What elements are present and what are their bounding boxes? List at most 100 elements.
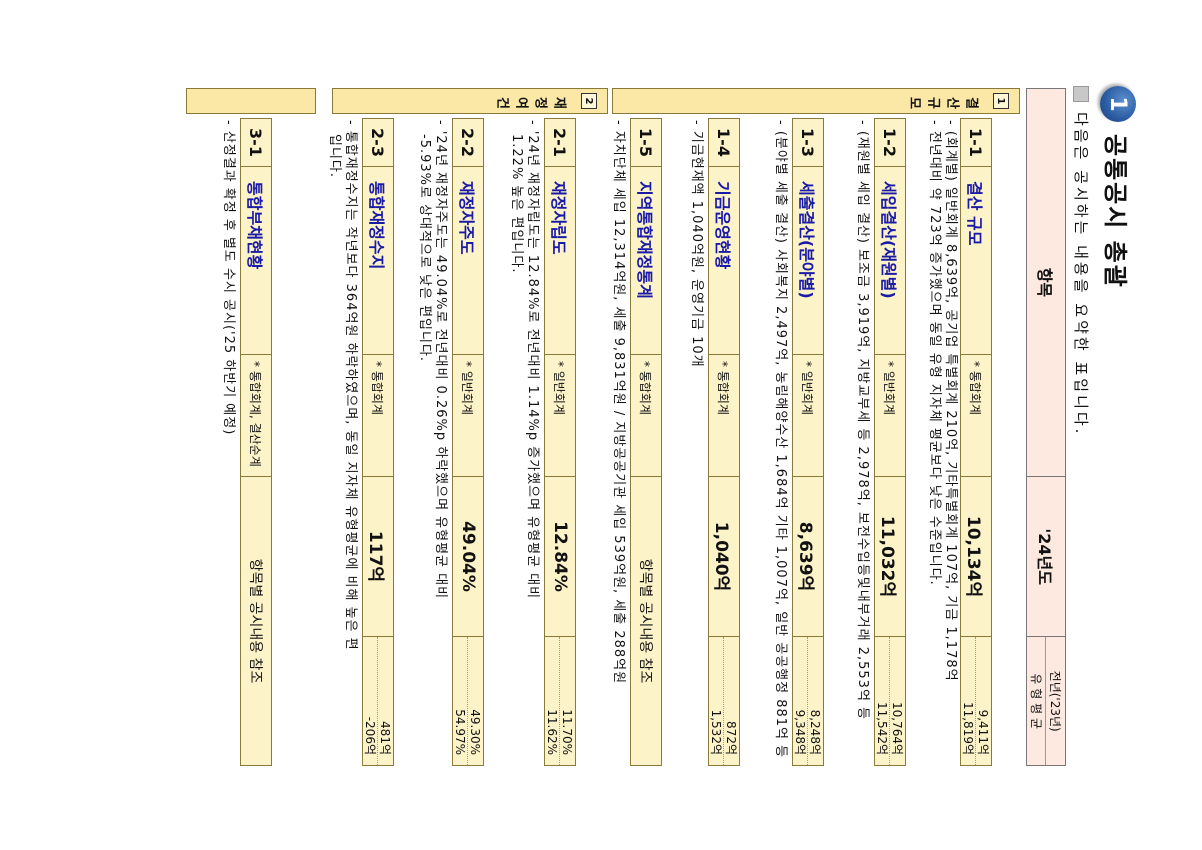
description-line: - '24년 재정자립도는 12.84%로 전년대비 1.14%p 증가했으며 … (525, 120, 540, 600)
row-number: 1-5 (631, 119, 661, 167)
row-description: - '24년 재정자주도는 49.04%로 전년대비 0.26%p 하락했으며 … (416, 120, 448, 760)
description-line: - (분야별 세출 결산) 사회복지 2,497억, 농림해양수산 1,684억… (773, 120, 788, 759)
row-current-value: 11,032억 (875, 477, 905, 637)
row-span-value: 항목별 공시내용 참조 (637, 558, 653, 684)
row-note: * 일반회계 (793, 355, 823, 477)
header-prev-year: 전년('23년) (1045, 637, 1065, 766)
row-description: - 기금현재액 1,040억원, 운영기금 10개 (688, 120, 704, 760)
table-row: 1-1 결산 규모 * 통합회계 10,134억 9,411억 11,819억 (960, 118, 992, 766)
row-description: - 산정결과 확정 후 별도 수시 공시('25 하반기 예정) (220, 120, 236, 760)
category-bar-debt (186, 88, 316, 114)
row-span-value: 항목별 공시내용 참조 (247, 558, 263, 684)
intro-line: 다음은 공시하는 내용을 요약한 표입니다. (1071, 86, 1092, 436)
row-number: 1-3 (793, 119, 823, 167)
description-line: - 산정결과 확정 후 별도 수시 공시('25 하반기 예정) (221, 120, 236, 436)
row-description: - (재원별 세입 결산) 보조금 3,919억, 지방교부세 등 2,978억… (854, 120, 870, 760)
row-avg-value: 11.62% (545, 709, 560, 755)
description-line: - 전년대비 약 723억 증가했으며 동일 유형 지자체 평균보다 낮은 수준… (927, 120, 942, 586)
row-prev-value: 872억 (723, 637, 739, 765)
row-prev-value: 10,764억 (889, 637, 905, 765)
row-avg-value: -206억 (363, 716, 378, 755)
row-prev-value: 49.30% (467, 637, 483, 765)
row-prev-value: 11.70% (559, 637, 575, 765)
category-number-box: 2 (581, 93, 597, 109)
row-title: 재정자주도 (453, 167, 483, 355)
row-previous: 481억 -206억 (363, 637, 393, 765)
category-number-box: 1 (993, 93, 1009, 109)
category-bar-settlement: 1 결산규모 (612, 88, 1020, 114)
row-description: - 통합재정수지는 작년보다 364억원 하락하였으며, 동일 지자체 유형평균… (326, 120, 358, 760)
row-number: 2-2 (453, 119, 483, 167)
row-description: - (분야별 세출 결산) 사회복지 2,497억, 농림해양수산 1,684억… (772, 120, 788, 760)
header-item: 항목 (1027, 89, 1065, 477)
table-row: 2-2 재정자주도 * 일반회계 49.04% 49.30% 54.97% (452, 118, 484, 766)
table-row: 1-2 세입결산(재원별) * 일반회계 11,032억 10,764억 11,… (874, 118, 906, 766)
row-description: - 자치단체 세입 12,314억원, 세출 9,831억원 / 지방공공기관 … (610, 120, 626, 760)
row-note: * 통합회계 (363, 355, 393, 477)
section-heading: 1 공통공시 총괄 (1100, 86, 1136, 289)
row-title: 재정자립도 (545, 167, 575, 355)
header-previous: 전년('23년) 유 형 평 균 (1027, 637, 1065, 766)
row-title: 결산 규모 (961, 167, 991, 355)
row-title: 지역통합재정통계 (631, 167, 661, 355)
bullet-square-icon (1073, 86, 1090, 102)
description-line: - 자치단체 세입 12,314억원, 세출 9,831억원 / 지방공공기관 … (611, 120, 626, 685)
section-title: 공통공시 총괄 (1101, 134, 1130, 289)
row-note: * 통합회계 (961, 355, 991, 477)
table-row: 1-5 지역통합재정통계 * 통합회계 항목별 공시내용 참조 (630, 118, 662, 766)
header-current-year: '24년도 (1027, 476, 1065, 638)
description-line: - 기금현재액 1,040억원, 운영기금 10개 (689, 120, 704, 368)
row-avg-value: 11,542억 (875, 701, 890, 755)
row-title: 세입결산(재원별) (875, 167, 905, 355)
row-prev-value: 481억 (377, 637, 393, 765)
row-number: 2-1 (545, 119, 575, 167)
intro-text: 다음은 공시하는 내용을 요약한 표입니다. (1072, 112, 1090, 437)
description-line: - '24년 재정자주도는 49.04%로 전년대비 0.26%p 하락했으며 … (433, 120, 448, 600)
row-previous: 872억 1,532억 (709, 637, 739, 765)
category-label: 재정여건 (491, 93, 567, 109)
row-previous: 9,411억 11,819억 (961, 637, 991, 765)
row-number: 1-4 (709, 119, 739, 167)
row-description: - (회계별) 일반회계 8,639억, 공기업 특별회계 210억, 기타특별… (926, 120, 958, 760)
row-note: * 통합회계, 결산순계 (241, 355, 271, 477)
row-note: * 일반회계 (545, 355, 575, 477)
row-title: 기금운영현황 (709, 167, 739, 355)
row-title: 세출결산(분야별) (793, 167, 823, 355)
description-line: 입니다. (327, 134, 342, 179)
table-row: 2-3 통합재정수지 * 통합회계 117억 481억 -206억 (362, 118, 394, 766)
row-number: 2-3 (363, 119, 393, 167)
row-current-value: 117억 (363, 477, 393, 637)
table-header: 항목 '24년도 전년('23년) 유 형 평 균 (1026, 88, 1066, 766)
row-description: - '24년 재정자립도는 12.84%로 전년대비 1.14%p 증가했으며 … (508, 120, 540, 760)
row-current-value: 12.84% (545, 477, 575, 637)
table-row: 1-3 세출결산(분야별) * 일반회계 8,639억 8,248억 9,348… (792, 118, 824, 766)
row-note: * 통합회계 (631, 355, 661, 477)
row-previous: 10,764억 11,542억 (875, 637, 905, 765)
row-number: 1-2 (875, 119, 905, 167)
description-line: - (회계별) 일반회계 8,639억, 공기업 특별회계 210억, 기타특별… (943, 120, 958, 682)
table-row: 2-1 재정자립도 * 일반회계 12.84% 11.70% 11.62% (544, 118, 576, 766)
row-number: 1-1 (961, 119, 991, 167)
description-line: 1.22% 높은 편입니다. (509, 134, 524, 274)
row-note: * 통합회계 (709, 355, 739, 477)
row-current-value: 10,134억 (961, 477, 991, 637)
row-previous: 49.30% 54.97% (453, 637, 483, 765)
row-current-value: 1,040억 (709, 477, 739, 637)
table-row: 1-4 기금운영현황 * 통합회계 1,040억 872억 1,532억 (708, 118, 740, 766)
header-type-average: 유 형 평 균 (1029, 673, 1044, 729)
row-prev-value: 8,248억 (807, 637, 823, 765)
table-row: 3-1 통합부채현황 * 통합회계, 결산순계 항목별 공시내용 참조 (240, 118, 272, 766)
category-bar-fiscal-condition: 2 재정여건 (332, 88, 608, 114)
row-title: 통합부채현황 (241, 167, 271, 355)
row-note: * 일반회계 (875, 355, 905, 477)
row-prev-value: 9,411억 (975, 637, 991, 765)
row-current-value: 49.04% (453, 477, 483, 637)
description-line: -5.93%로 상대적으로 낮은 편입니다. (417, 134, 432, 363)
description-line: - (재원별 세입 결산) 보조금 3,919억, 지방교부세 등 2,978억… (855, 120, 870, 721)
row-previous: 11.70% 11.62% (545, 637, 575, 765)
row-note: * 일반회계 (453, 355, 483, 477)
row-current-value: 8,639억 (793, 477, 823, 637)
row-number: 3-1 (241, 119, 271, 167)
row-title: 통합재정수지 (363, 167, 393, 355)
